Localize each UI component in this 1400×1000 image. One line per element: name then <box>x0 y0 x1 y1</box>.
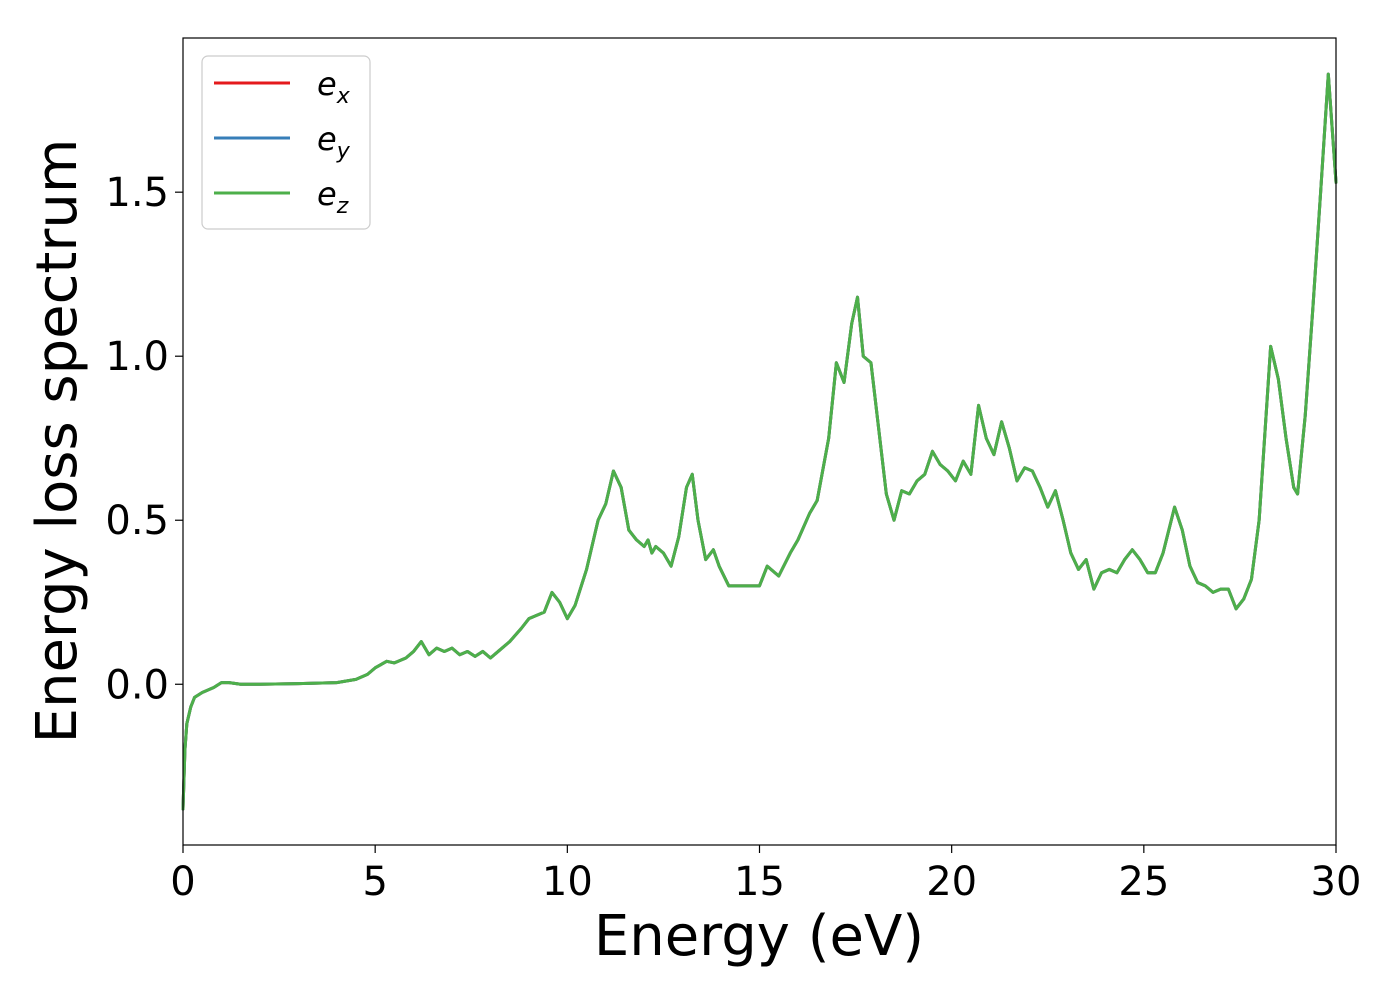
legend-label-e-y: ey <box>317 120 351 164</box>
y-axis-ticks: 0.0 0.5 1.0 1.5 <box>105 170 183 708</box>
x-tick-label: 20 <box>926 859 977 905</box>
x-tick-label: 15 <box>734 859 785 905</box>
legend: ex ey ez <box>201 55 371 230</box>
x-axis-title: Energy (eV) <box>594 904 924 969</box>
x-tick-label: 5 <box>362 859 387 905</box>
x-tick-label: 25 <box>1118 859 1169 905</box>
y-tick-label: 0.0 <box>105 662 169 708</box>
legend-items: ex ey ez <box>214 65 351 219</box>
x-tick-label: 10 <box>542 859 593 905</box>
legend-label-e-x: ex <box>317 65 351 109</box>
y-tick-label: 0.5 <box>105 498 169 544</box>
x-tick-label: 0 <box>170 859 195 905</box>
y-tick-label: 1.5 <box>105 170 169 216</box>
x-tick-label: 30 <box>1311 859 1362 905</box>
y-axis-title: Energy loss spectrum <box>25 139 90 744</box>
legend-label-e-z: ez <box>317 175 349 219</box>
y-tick-label: 1.0 <box>105 334 169 380</box>
legend-box <box>201 55 371 230</box>
series-layer <box>181 72 1338 811</box>
x-axis-ticks: 0 5 10 15 20 25 30 <box>170 845 1361 905</box>
series-line-e-z <box>181 72 1338 811</box>
